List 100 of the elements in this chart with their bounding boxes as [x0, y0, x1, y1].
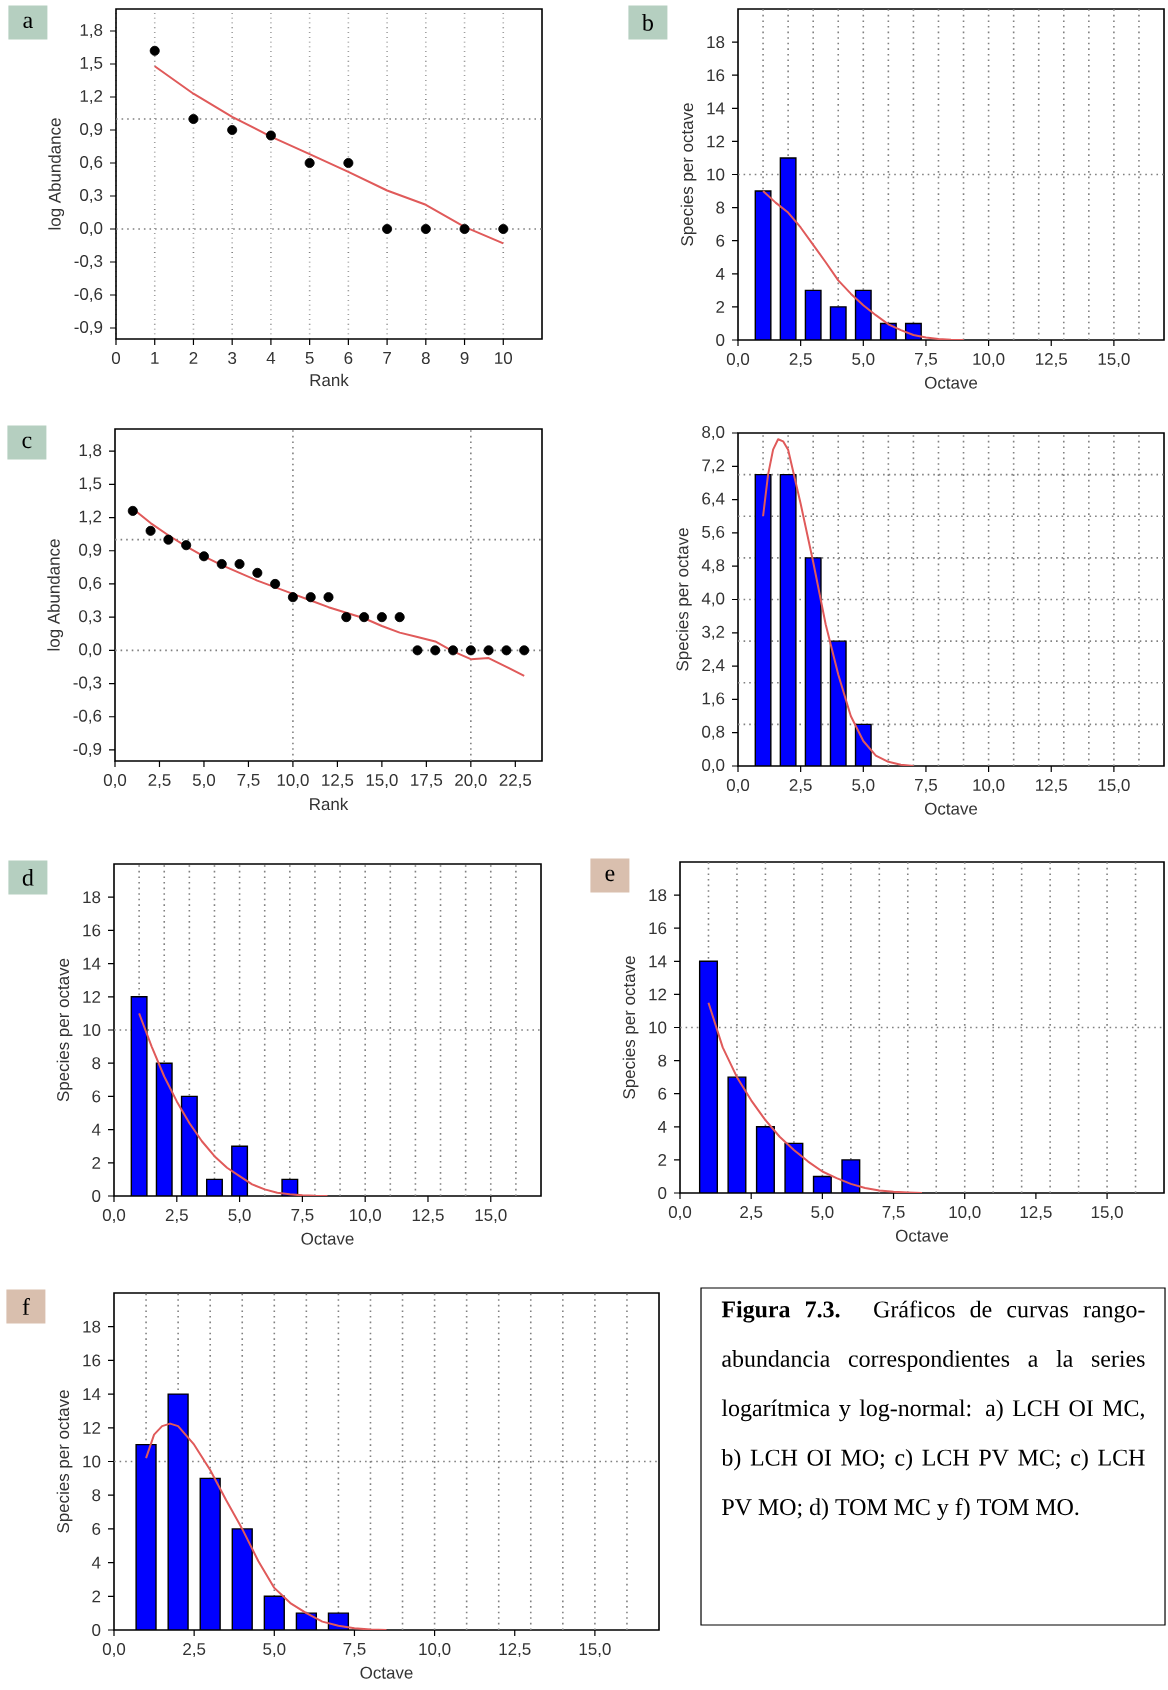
x-tick-label: 15,0	[1091, 1206, 1123, 1221]
point	[448, 645, 459, 656]
point	[127, 505, 138, 516]
y-axis-title: Species per octave	[56, 1390, 73, 1533]
point	[149, 45, 160, 56]
point	[412, 645, 423, 656]
x-axis-title: Rank	[310, 797, 349, 811]
x-tick-label: 5,0	[811, 1206, 834, 1221]
y-tick-label: 3,2	[702, 625, 725, 640]
point	[382, 224, 393, 234]
y-tick-label: 0	[716, 334, 725, 346]
y-tick-label: -0,6	[74, 288, 103, 302]
y-tick-label: -0,6	[73, 709, 102, 724]
y-tick-label: 6	[658, 1087, 667, 1100]
y-tick-label: 18	[649, 889, 667, 902]
point	[163, 534, 174, 545]
x-tick-label: 7,5	[291, 1209, 314, 1223]
y-axis-title: Species per octave	[56, 958, 73, 1102]
x-tick-label: 2,5	[183, 1643, 206, 1658]
y-tick-label: 16	[649, 922, 667, 935]
x-tick-label: 15,0	[579, 1643, 611, 1658]
x-tick-label: 12,5	[1020, 1206, 1052, 1221]
x-tick-label: 12,5	[322, 774, 354, 789]
y-tick-label: 1,2	[80, 90, 103, 104]
point	[287, 592, 298, 603]
y-tick-label: 1,5	[79, 477, 102, 492]
y-tick-label: 10	[83, 1455, 101, 1468]
x-tick-label: 10,0	[277, 774, 309, 789]
point	[459, 224, 470, 234]
y-tick-label: 10	[83, 1024, 101, 1036]
y-tick-label: -0,3	[74, 255, 103, 269]
point	[145, 525, 156, 536]
y-tick-label: 0,0	[80, 222, 103, 236]
x-tick-label: 5,0	[263, 1643, 286, 1658]
x-tick-label: 0,0	[726, 779, 750, 794]
y-tick-label: 6	[92, 1090, 101, 1103]
point	[216, 559, 227, 570]
x-tick-label: 0,0	[102, 1209, 126, 1224]
point	[252, 567, 263, 578]
y-tick-label: 1,6	[702, 692, 725, 707]
y-tick-label: 0,6	[79, 576, 102, 591]
x-tick-label: 2,5	[740, 1206, 763, 1221]
y-tick-label: 0,9	[80, 123, 103, 137]
y-tick-label: 0	[92, 1624, 101, 1637]
point	[304, 158, 315, 168]
x-tick-label: 7,5	[237, 774, 260, 788]
y-tick-label: 8,0	[702, 426, 725, 440]
x-tick-label: 10,0	[973, 779, 1005, 794]
chart-title: f	[22, 1297, 30, 1315]
x-tick-label: 15,0	[366, 774, 398, 789]
x-tick-label: 15,0	[1098, 779, 1130, 794]
point	[465, 645, 476, 656]
point	[265, 130, 276, 141]
y-tick-label: 4	[91, 1123, 101, 1136]
x-axis-title: Octave	[924, 376, 978, 389]
y-tick-label: -0,9	[74, 321, 103, 335]
x-tick-label: 3	[228, 352, 237, 365]
y-tick-label: 14	[83, 957, 101, 970]
y-tick-label: 0,0	[702, 759, 725, 773]
y-tick-label: 8	[658, 1054, 667, 1067]
x-tick-label: 0,0	[103, 774, 127, 789]
bar	[698, 960, 718, 1194]
x-tick-label: 10,0	[419, 1643, 451, 1658]
x-tick-label: 10,0	[349, 1209, 381, 1224]
x-tick-label: 5	[305, 352, 314, 364]
x-tick-label: 0	[111, 352, 121, 365]
x-tick-label: 7	[383, 352, 391, 364]
y-tick-label: 7,2	[702, 459, 725, 474]
x-tick-label: 17,5	[411, 774, 443, 788]
chart-title: b	[641, 13, 653, 31]
y-tick-label: 0,6	[80, 156, 103, 170]
line-series	[707, 1001, 924, 1194]
point	[430, 645, 441, 656]
point	[188, 114, 199, 124]
x-tick-label: 2,5	[165, 1209, 188, 1224]
y-tick-label: 2,4	[702, 659, 725, 674]
y-tick-label: 0,8	[702, 725, 725, 740]
x-tick-label: 22,5	[499, 774, 532, 789]
x-tick-label: 5,0	[852, 353, 875, 368]
line-series	[153, 65, 505, 245]
y-tick-label: 18	[83, 1320, 101, 1333]
bar	[755, 1126, 775, 1194]
y-tick-label: 16	[707, 69, 725, 82]
y-tick-label: 1,8	[80, 24, 103, 38]
chart-title: c	[22, 436, 32, 449]
y-tick-label: 1,8	[79, 444, 102, 459]
y-axis-title: Species per octave	[680, 103, 697, 246]
point	[270, 578, 281, 589]
x-tick-label: 7,5	[915, 353, 938, 367]
x-tick-label: 2,5	[148, 774, 171, 789]
line-series	[145, 1422, 388, 1631]
x-tick-label: 4	[266, 352, 276, 364]
y-tick-label: -0,9	[73, 742, 102, 757]
y-tick-label: 12	[707, 135, 725, 148]
y-tick-label: 0,3	[80, 189, 103, 203]
x-tick-label: 10,0	[949, 1206, 981, 1221]
x-axis-title: Octave	[301, 1232, 354, 1245]
y-tick-label: 6	[716, 234, 725, 247]
point	[394, 612, 405, 623]
line-series	[762, 438, 915, 766]
